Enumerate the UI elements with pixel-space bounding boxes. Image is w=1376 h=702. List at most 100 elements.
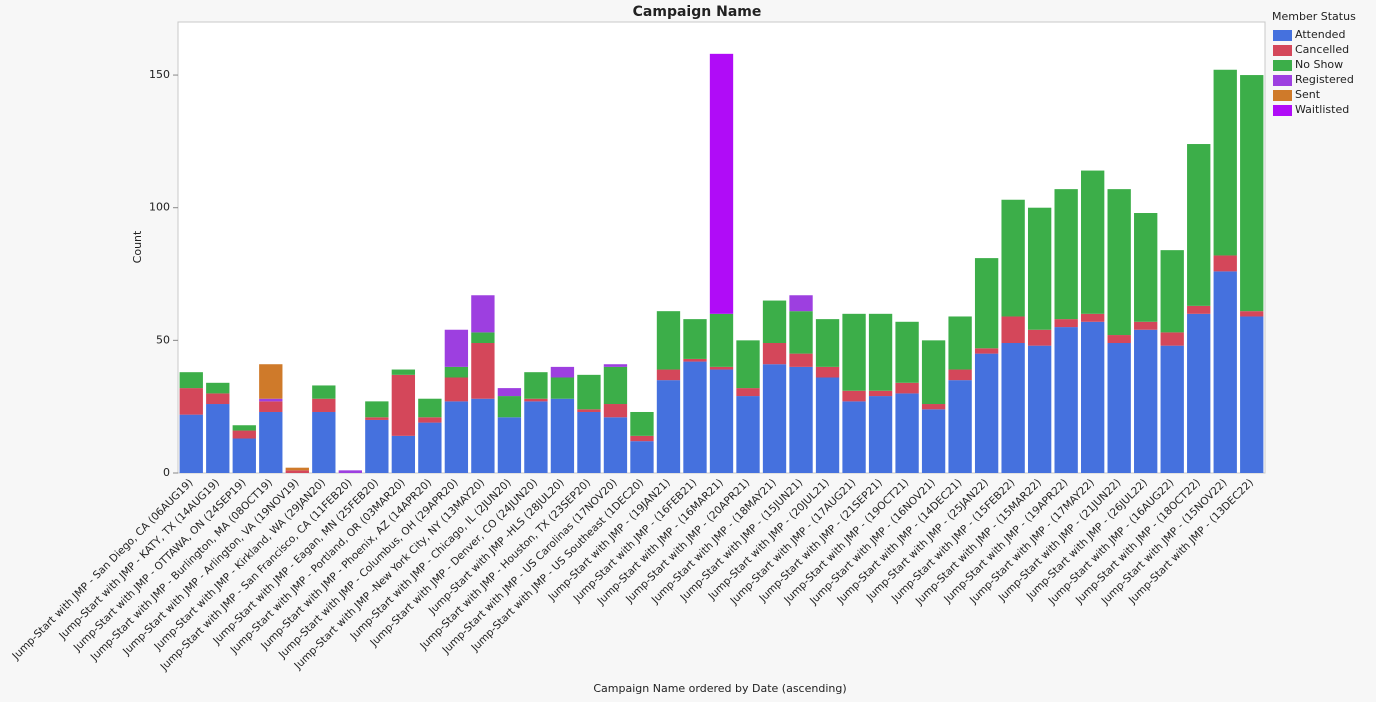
bar-segment (391, 435, 416, 473)
bar-segment (1001, 316, 1025, 344)
bar-segment (1001, 343, 1025, 473)
bar-segment (1187, 144, 1211, 306)
bar-segment (789, 295, 813, 312)
bar-segment (550, 377, 575, 399)
bar-segment (974, 348, 999, 354)
bar-segment (365, 419, 389, 473)
bar-segment (815, 377, 840, 473)
bar-segment (550, 398, 575, 473)
bar-segment (312, 398, 336, 412)
bar-segment (1134, 321, 1158, 330)
bar-segment (1001, 199, 1025, 317)
bar-segment (789, 311, 813, 354)
bar-segment (471, 295, 495, 333)
legend-swatch (1273, 30, 1292, 41)
bar-segment (418, 417, 442, 423)
bar-segment (285, 470, 309, 473)
bar-segment (391, 369, 416, 375)
bar-segment (1054, 327, 1078, 473)
bar-segment (206, 393, 230, 405)
bar-segment (365, 417, 389, 420)
bar-segment (815, 366, 840, 378)
bar-segment (1081, 321, 1105, 473)
bar-segment (497, 417, 522, 473)
legend-swatch (1273, 90, 1292, 101)
bar-segment (471, 332, 495, 344)
bar-segment (1213, 271, 1237, 473)
bar-segment (630, 435, 654, 442)
bar-segment (206, 404, 230, 473)
bar-segment (948, 380, 972, 473)
bar-segment (921, 404, 946, 410)
bar-segment (1187, 305, 1211, 314)
bar-segment (868, 390, 893, 397)
bar-segment (868, 396, 893, 473)
bar-segment (444, 329, 469, 367)
bar-segment (444, 401, 469, 473)
bar-segment (683, 358, 707, 362)
bar-segment (232, 438, 256, 473)
bar-segment (285, 467, 309, 471)
bar-segment (524, 401, 548, 473)
bar-segment (1213, 255, 1237, 272)
bar-segment (895, 382, 919, 394)
bar-segment (603, 366, 628, 405)
bar-segment (471, 398, 495, 473)
bar-segment (868, 313, 893, 391)
bar-segment (895, 321, 919, 383)
bar-segment (1107, 335, 1131, 344)
bar-segment (444, 366, 469, 378)
bar-segment (338, 470, 362, 473)
bar-segment (1081, 313, 1105, 322)
bar-segment (656, 311, 681, 370)
bar-segment (789, 366, 813, 473)
bar-segment (391, 374, 416, 436)
bar-segment (1107, 189, 1131, 336)
bar-segment (1107, 343, 1131, 473)
legend-swatch (1273, 45, 1292, 56)
bar-segment (842, 390, 866, 402)
bar-segment (683, 361, 707, 473)
bar-segment (259, 398, 283, 402)
bar-segment (577, 411, 601, 473)
bar-segment (895, 393, 919, 473)
bar-segment (709, 313, 734, 367)
y-tick-label: 100 (149, 201, 170, 214)
bar-segment (418, 398, 442, 418)
x-axis-title: Campaign Name ordered by Date (ascending… (593, 682, 846, 695)
legend-swatch (1273, 60, 1292, 71)
legend-label: Attended (1295, 28, 1345, 41)
bar-segment (789, 353, 813, 367)
bar-segment (948, 369, 972, 381)
bar-segment (762, 300, 787, 344)
bar-segment (815, 319, 840, 367)
bar-segment (1027, 329, 1052, 346)
legend-swatch (1273, 105, 1292, 116)
bar-segment (444, 377, 469, 402)
bar-segment (1160, 345, 1184, 473)
legend-label: No Show (1295, 58, 1343, 71)
bar-segment (683, 319, 707, 359)
legend-label: Cancelled (1295, 43, 1349, 56)
y-tick-label: 50 (156, 333, 170, 346)
bar-segment (179, 372, 203, 389)
bar-segment (471, 343, 495, 399)
bar-segment (1240, 311, 1264, 317)
bar-segment (603, 404, 628, 418)
legend-label: Waitlisted (1295, 103, 1349, 116)
bar-segment (1240, 316, 1264, 473)
bar-segment (1027, 345, 1052, 473)
bar-segment (1160, 332, 1184, 346)
bar-segment (1213, 69, 1237, 256)
bar-segment (736, 388, 760, 397)
bar-segment (921, 340, 946, 405)
bar-segment (1160, 250, 1184, 333)
bar-segment (259, 401, 283, 412)
bar-segment (259, 364, 283, 399)
y-tick-label: 0 (163, 466, 170, 479)
chart-title: Campaign Name (633, 4, 762, 20)
bar-segment (709, 369, 734, 473)
bar-segment (206, 382, 230, 394)
bar-segment (232, 425, 256, 431)
